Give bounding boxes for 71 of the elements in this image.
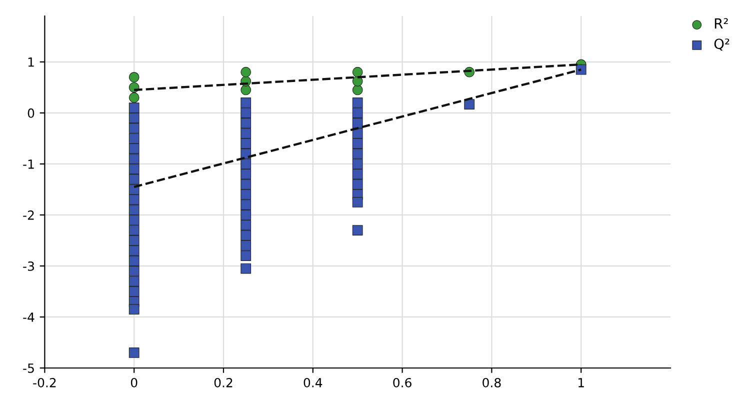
point <box>128 245 140 256</box>
point <box>352 158 363 170</box>
legend-label: Q² <box>714 38 730 51</box>
point <box>128 225 140 236</box>
y-tick-label: -2 <box>23 210 34 220</box>
y-tick-label: -4 <box>23 312 34 322</box>
point <box>352 108 363 118</box>
point <box>128 92 140 103</box>
point <box>128 256 140 266</box>
point <box>128 214 140 226</box>
point <box>128 276 140 286</box>
x-tick-label: 0.6 <box>393 378 412 388</box>
point <box>576 64 586 75</box>
y-tick-label: 1 <box>28 58 34 67</box>
point <box>240 108 252 118</box>
point <box>240 84 252 96</box>
point <box>352 98 363 108</box>
point <box>128 286 140 297</box>
point <box>128 102 140 114</box>
point <box>352 118 363 128</box>
point <box>352 197 363 208</box>
point <box>240 158 252 170</box>
point <box>352 128 363 139</box>
point <box>240 200 252 210</box>
point <box>128 266 140 276</box>
point <box>240 179 252 190</box>
point <box>128 72 140 82</box>
point <box>240 263 252 274</box>
y-tick-label: -5 <box>23 364 34 373</box>
point <box>240 66 252 78</box>
point <box>352 84 363 96</box>
point <box>352 148 363 159</box>
y-tick-label: 0 <box>28 108 34 118</box>
point <box>352 225 363 236</box>
point <box>240 230 252 241</box>
point <box>240 250 252 261</box>
x-tick-label: 0.4 <box>304 378 322 388</box>
point <box>240 189 252 200</box>
point <box>128 154 140 164</box>
point <box>128 133 140 144</box>
point <box>128 235 140 246</box>
x-tick-label: 0.2 <box>214 378 232 388</box>
point <box>240 128 252 139</box>
point <box>240 168 252 180</box>
point <box>240 210 252 220</box>
point <box>128 348 140 358</box>
legend-label: R² <box>714 18 728 28</box>
point <box>128 304 140 315</box>
point <box>128 194 140 205</box>
x-tick-label: 0 <box>130 378 138 388</box>
point <box>128 143 140 154</box>
point <box>240 118 252 128</box>
point <box>352 138 363 149</box>
point <box>128 112 140 124</box>
point <box>464 99 475 110</box>
point <box>240 240 252 251</box>
y-tick-label: -3 <box>23 261 34 271</box>
point <box>128 204 140 216</box>
x-tick-label: -0.2 <box>33 378 56 388</box>
point <box>240 138 252 149</box>
point <box>352 66 363 78</box>
y-tick-label: -1 <box>23 160 34 169</box>
x-tick-label: 0.8 <box>482 378 501 388</box>
point <box>240 98 252 108</box>
point <box>128 164 140 174</box>
x-tick-label: 1 <box>578 378 584 388</box>
point <box>352 179 363 190</box>
point <box>128 123 140 134</box>
point <box>352 168 363 180</box>
point <box>128 174 140 184</box>
point <box>240 220 252 230</box>
